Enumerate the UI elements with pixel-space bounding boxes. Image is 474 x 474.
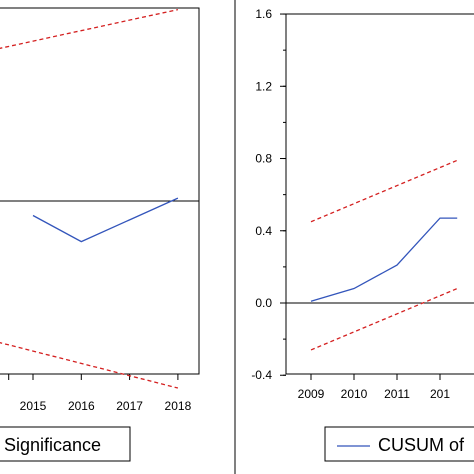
right-x-axis: 2009 2010 2011 201 — [298, 374, 450, 401]
right-series-group — [310, 159, 458, 351]
left-x-tick-label: 2015 — [20, 399, 47, 413]
right-x-tick-label: 2009 — [298, 387, 325, 401]
left-cusum-line — [32, 197, 179, 243]
right-bound-line — [310, 287, 458, 351]
right-y-tick-label: 1.6 — [255, 7, 272, 21]
left-series-group — [0, 8, 179, 389]
right-legend-box — [324, 426, 474, 462]
right-panel: 1.6 1.2 0.8 0.4 0.0 -0.4 2009 2010 2011 201 CUSU… — [251, 7, 474, 462]
right-x-tick-label: 201 — [430, 387, 450, 401]
right-legend-label: CUSUM of — [378, 435, 465, 455]
right-legend: CUSUM of — [324, 426, 474, 462]
left-bound-line — [0, 8, 179, 49]
right-bound-line — [310, 159, 458, 223]
left-x-tick-label: 2016 — [68, 399, 95, 413]
left-panel: 2015 2016 2017 2018 Significance — [0, 7, 200, 462]
left-legend-label: Significance — [4, 435, 101, 455]
left-x-tick-label: 2018 — [165, 399, 192, 413]
right-cusum-line — [310, 217, 458, 302]
right-plot-frame — [285, 13, 474, 375]
right-y-tick-label: 0.8 — [255, 152, 272, 166]
left-x-tick-label: 2017 — [116, 399, 143, 413]
right-x-tick-label: 2011 — [384, 387, 410, 401]
left-legend-box — [0, 426, 131, 462]
right-y-tick-label: -0.4 — [251, 368, 272, 382]
right-y-tick-label: 0.0 — [255, 296, 272, 310]
right-y-tick-label: 0.4 — [255, 224, 272, 238]
left-plot-frame — [0, 7, 200, 375]
left-bound-line — [0, 341, 179, 389]
right-y-tick-label: 1.2 — [255, 79, 272, 93]
left-x-axis: 2015 2016 2017 2018 — [8, 374, 192, 413]
left-legend: Significance — [0, 426, 131, 462]
right-y-axis: 1.6 1.2 0.8 0.4 0.0 -0.4 — [251, 7, 286, 382]
right-x-tick-label: 2010 — [341, 387, 368, 401]
